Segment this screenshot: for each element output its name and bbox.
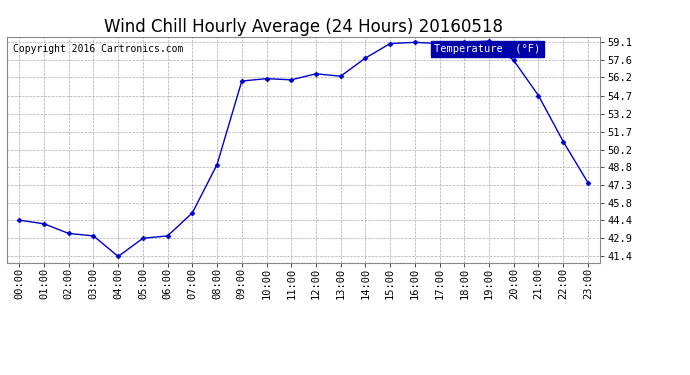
Text: Temperature  (°F): Temperature (°F) [434,44,540,54]
Text: Copyright 2016 Cartronics.com: Copyright 2016 Cartronics.com [13,44,184,54]
Title: Wind Chill Hourly Average (24 Hours) 20160518: Wind Chill Hourly Average (24 Hours) 201… [104,18,503,36]
